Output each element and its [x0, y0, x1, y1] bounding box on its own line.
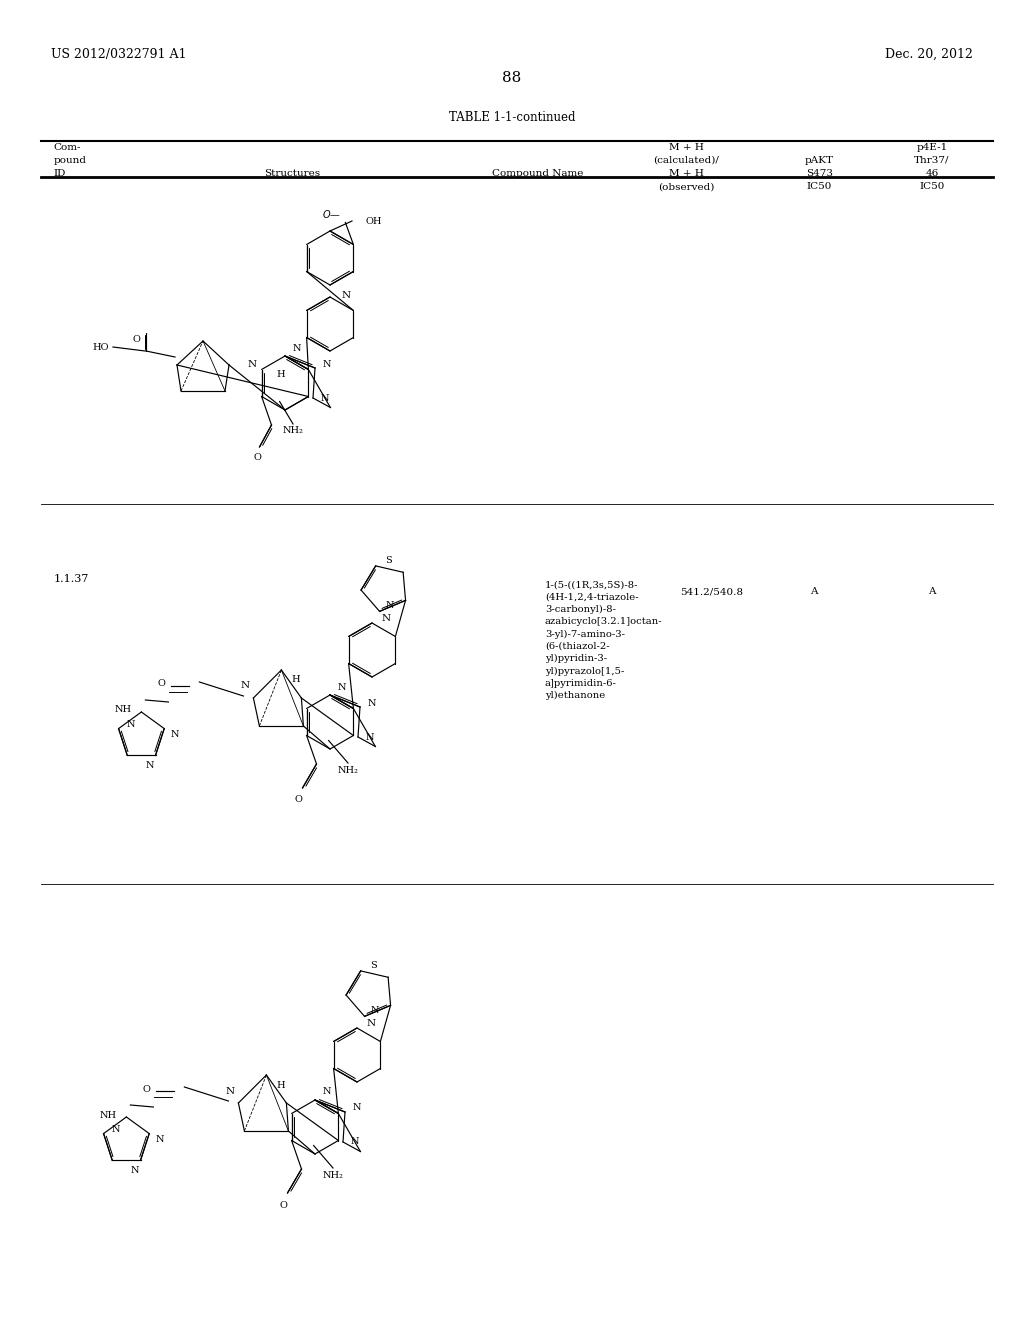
Text: N: N — [323, 359, 332, 368]
Text: O: O — [158, 680, 165, 689]
Text: OH: OH — [365, 216, 382, 226]
Text: Com-: Com- — [53, 143, 81, 152]
Text: NH₂: NH₂ — [338, 767, 358, 775]
Text: HO: HO — [92, 342, 109, 351]
Text: (observed): (observed) — [657, 182, 715, 191]
Text: H: H — [292, 676, 300, 685]
Text: N: N — [130, 1166, 139, 1175]
Text: N: N — [127, 721, 135, 729]
Text: NH: NH — [99, 1110, 117, 1119]
Text: N: N — [248, 360, 257, 370]
Text: N: N — [225, 1086, 234, 1096]
Text: N: N — [323, 1088, 332, 1097]
Text: 46: 46 — [926, 169, 938, 178]
Text: 1-(5-((1R,3s,5S)-8-
(4H-1,2,4-triazole-
3-carbonyl)-8-
azabicyclo[3.2.1]octan-
3: 1-(5-((1R,3s,5S)-8- (4H-1,2,4-triazole- … — [545, 581, 663, 700]
Text: A: A — [810, 587, 818, 597]
Text: IC50: IC50 — [807, 182, 831, 191]
Text: N: N — [321, 393, 330, 403]
Text: NH: NH — [115, 705, 131, 714]
Text: TABLE 1-1-continued: TABLE 1-1-continued — [449, 111, 575, 124]
Text: Structures: Structures — [264, 169, 319, 178]
Text: pound: pound — [53, 156, 86, 165]
Text: N: N — [368, 698, 377, 708]
Text: N: N — [241, 681, 250, 690]
Text: NH₂: NH₂ — [323, 1172, 343, 1180]
Text: O: O — [295, 796, 302, 804]
Text: O: O — [280, 1200, 288, 1209]
Text: N: N — [371, 1006, 379, 1015]
Text: S473: S473 — [806, 169, 833, 178]
Text: A: A — [928, 587, 936, 597]
Text: S: S — [385, 557, 391, 565]
Text: N: N — [338, 682, 346, 692]
Text: NH₂: NH₂ — [283, 425, 303, 434]
Text: N: N — [145, 760, 154, 770]
Text: M + H: M + H — [669, 169, 703, 178]
Text: (calculated)/: (calculated)/ — [653, 156, 719, 165]
Text: pAKT: pAKT — [805, 156, 834, 165]
Text: H: H — [276, 370, 286, 379]
Text: p4E-1: p4E-1 — [916, 143, 947, 152]
Text: N: N — [342, 290, 351, 300]
Text: Dec. 20, 2012: Dec. 20, 2012 — [885, 48, 973, 61]
Text: 1.1.37: 1.1.37 — [53, 574, 89, 585]
Text: O: O — [254, 453, 261, 462]
Text: Compound Name: Compound Name — [492, 169, 584, 178]
Text: M + H: M + H — [669, 143, 703, 152]
Text: IC50: IC50 — [920, 182, 944, 191]
Text: O: O — [132, 334, 140, 343]
Text: N: N — [353, 1104, 361, 1113]
Text: H: H — [276, 1081, 285, 1089]
Text: US 2012/0322791 A1: US 2012/0322791 A1 — [51, 48, 186, 61]
Text: N: N — [293, 343, 301, 352]
Text: 541.2/540.8: 541.2/540.8 — [680, 587, 743, 597]
Text: Thr37/: Thr37/ — [914, 156, 949, 165]
Text: N: N — [366, 733, 375, 742]
Text: ID: ID — [53, 169, 66, 178]
Text: S: S — [370, 961, 377, 970]
Text: N: N — [382, 615, 391, 623]
Text: N: N — [170, 730, 179, 739]
Text: O: O — [142, 1085, 151, 1093]
Text: N: N — [112, 1125, 120, 1134]
Text: N: N — [367, 1019, 376, 1028]
Text: N: N — [351, 1138, 359, 1147]
Text: N: N — [156, 1135, 164, 1144]
Text: N: N — [386, 601, 394, 610]
Text: $O$—: $O$— — [323, 209, 341, 220]
Text: 88: 88 — [503, 71, 521, 86]
